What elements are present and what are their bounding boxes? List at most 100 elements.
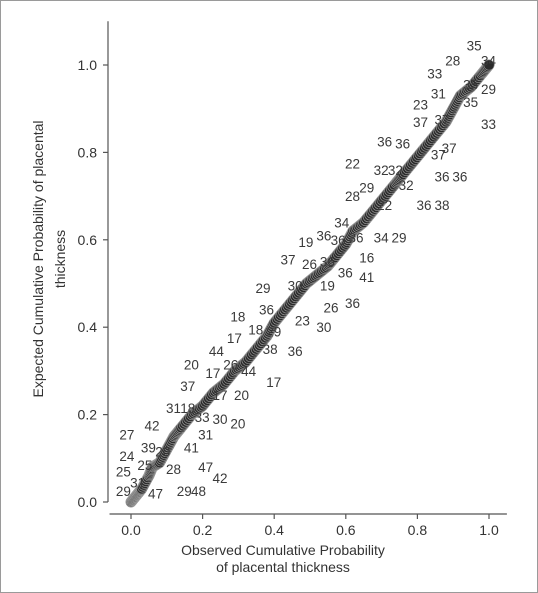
point-label: 29 — [266, 325, 281, 340]
point-label: 28 — [445, 54, 460, 69]
point-label: 31 — [198, 427, 213, 442]
point-label: 36 — [434, 169, 449, 184]
axes — [107, 21, 507, 515]
point-label: 37 — [413, 115, 428, 130]
point-label: 37 — [180, 379, 195, 394]
point-label: 29 — [392, 231, 407, 246]
point-label: 33 — [427, 67, 442, 82]
point-label: 18 — [180, 401, 195, 416]
point-label: 36 — [316, 228, 331, 243]
point-label: 36 — [320, 255, 335, 270]
point-label: 28 — [166, 462, 181, 477]
point-label: 44 — [209, 344, 225, 359]
point-label: 23 — [295, 314, 310, 329]
y-tick-label: 1.0 — [78, 57, 98, 73]
point-label: 37 — [434, 113, 449, 128]
point-label: 18 — [230, 309, 245, 324]
data-points — [125, 59, 495, 508]
point-label: 38 — [263, 342, 278, 357]
point-label: 31 — [130, 475, 145, 490]
y-tick-label: 0.6 — [78, 232, 98, 248]
point-label: 34 — [374, 231, 390, 246]
point-label: 33 — [481, 117, 496, 132]
point-label: 36 — [377, 134, 392, 149]
point-label: 38 — [434, 198, 449, 213]
point-label: 24 — [119, 449, 135, 464]
point-label: 17 — [266, 375, 281, 390]
point-label: 41 — [359, 270, 374, 285]
point-label: 47 — [198, 460, 213, 475]
point-label: 30 — [213, 412, 228, 427]
x-axis-title-line-2: of placental thickness — [216, 559, 350, 575]
point-label: 32 — [388, 163, 403, 178]
point-label: 37 — [431, 148, 446, 163]
point-label: 36 — [345, 296, 360, 311]
point-label: 36 — [349, 231, 364, 246]
point-label: 36 — [417, 198, 432, 213]
point-label: 36 — [452, 169, 467, 184]
point-label: 36 — [331, 233, 346, 248]
point-label: 26 — [302, 257, 317, 272]
point-label: 36 — [338, 266, 353, 281]
point-label: 25 — [137, 458, 152, 473]
y-tick-label: 0.2 — [78, 407, 98, 423]
point-label: 32 — [399, 178, 414, 193]
point-label: 36 — [259, 303, 274, 318]
point-label: 37 — [442, 141, 457, 156]
point-label: 20 — [234, 388, 249, 403]
point-label: 35 — [463, 78, 478, 93]
y-tick-label: 0.8 — [78, 144, 98, 160]
ticks: 0.0 0.2 0.4 0.6 0.8 1.0 0.0 0.2 0.4 0.6 0.8 1.0 — [78, 57, 499, 538]
point-label: 26 — [223, 357, 238, 372]
y-tick-label: 0.0 — [78, 494, 98, 510]
point-label: 17 — [213, 388, 228, 403]
point-label: 34 — [334, 215, 350, 230]
point-label: 36 — [395, 137, 410, 152]
point-label: 36 — [288, 344, 303, 359]
point-label: 22 — [377, 198, 392, 213]
point-label: 20 — [155, 445, 170, 460]
point-label: 17 — [227, 331, 242, 346]
point-label: 29 — [481, 82, 496, 97]
x-tick-label: 0.6 — [336, 522, 356, 538]
point-label: 44 — [241, 364, 257, 379]
point-label: 19 — [320, 279, 335, 294]
x-axis-title-line-1: Observed Cumulative Probability — [181, 542, 385, 558]
point-label: 29 — [255, 281, 270, 296]
x-tick-label: 1.0 — [479, 522, 499, 538]
point-label: 16 — [359, 250, 374, 265]
point-label: 39 — [141, 440, 156, 455]
point-label: 42 — [213, 471, 228, 486]
point-label: 35 — [463, 95, 478, 110]
x-tick-label: 0.2 — [193, 522, 213, 538]
point-label: 48 — [191, 484, 206, 499]
point-label: 27 — [119, 427, 134, 442]
point-label: 25 — [116, 464, 131, 479]
point-label: 47 — [148, 486, 163, 501]
point-label: 19 — [298, 235, 313, 250]
point-label: 26 — [323, 301, 338, 316]
point-label: 18 — [248, 322, 263, 337]
point-label: 29 — [177, 484, 192, 499]
point-label: 33 — [195, 410, 210, 425]
point-label: 29 — [359, 180, 374, 195]
point-label: 23 — [413, 97, 428, 112]
point-label: 30 — [288, 279, 303, 294]
x-tick-label: 0.8 — [408, 522, 428, 538]
point-label: 31 — [431, 86, 446, 101]
point-label: 41 — [184, 440, 199, 455]
point-label: 29 — [116, 484, 131, 499]
point-label: 20 — [230, 416, 245, 431]
y-tick-label: 0.4 — [78, 319, 98, 335]
point-label: 30 — [316, 320, 331, 335]
y-axis-title-line-1: Expected Cumulative Probability of place… — [30, 120, 46, 397]
point-label: 31 — [166, 401, 181, 416]
point-label: 28 — [345, 189, 360, 204]
point-label: 37 — [281, 252, 296, 267]
point-label: 34 — [481, 54, 497, 69]
x-tick-label: 0.4 — [264, 522, 284, 538]
data-point — [483, 59, 495, 71]
